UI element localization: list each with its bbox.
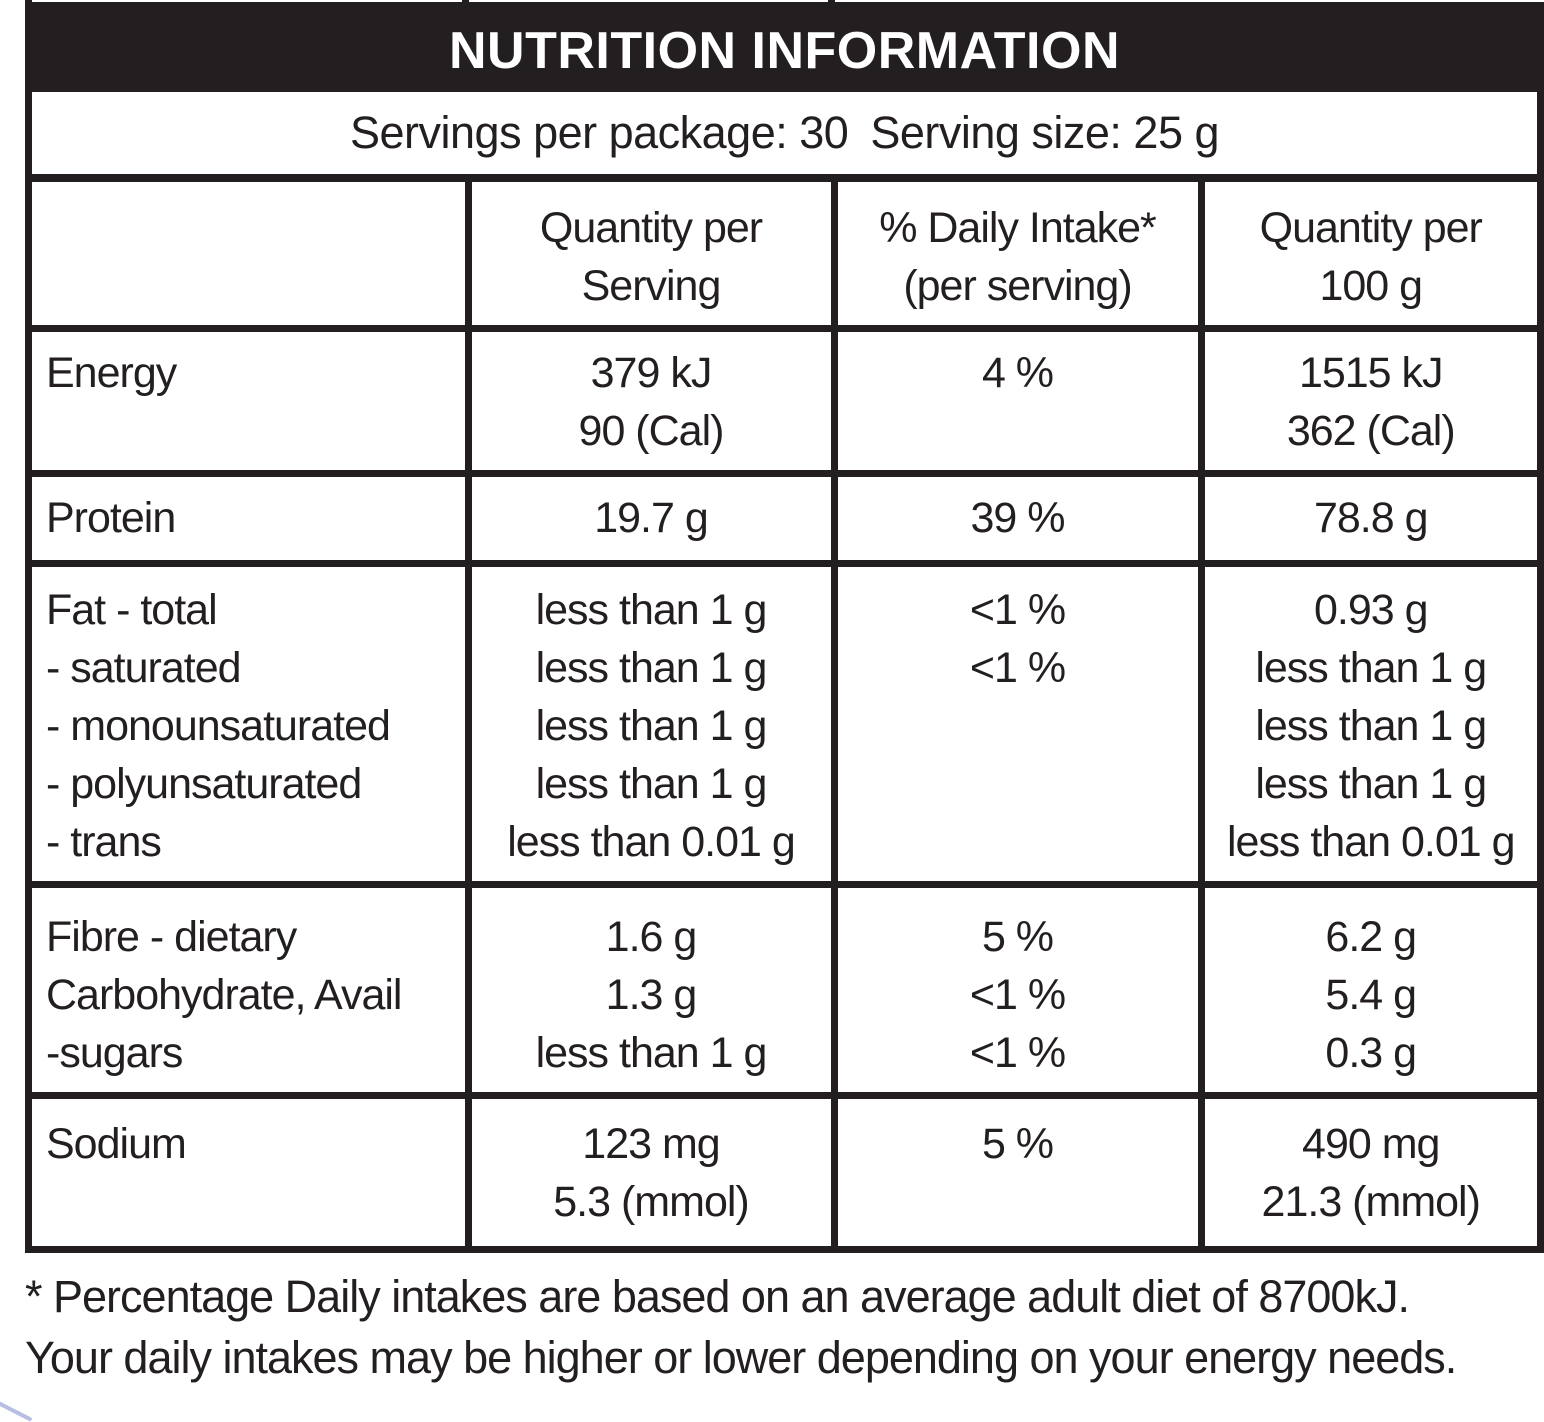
value-line: 5 % [981,913,1054,961]
footnote-line-2: Your daily intakes may be higher or lowe… [25,1332,1457,1383]
nutrient-label: - saturated [46,644,242,692]
header-nutrient-column [28,178,472,332]
sodium-name-cell: Sodium [28,1092,472,1249]
table-row-protein: Protein 19.7 g 39 % 78.8 g [28,470,1541,567]
panel-title: NUTRITION INFORMATION [448,21,1120,80]
value-line: 379 kJ [590,349,713,397]
value-line: 78.8 g [1313,494,1429,542]
value-line: 490 mg [1302,1120,1440,1168]
value-line: less than 1 g [535,644,768,692]
value-line: less than 1 g [1255,702,1487,750]
value-line: <1 % [969,586,1066,634]
nutrient-label: Fibre - dietary [46,913,297,961]
table-row-fat: Fat - total - saturated - monounsaturate… [28,560,1541,888]
protein-daily-intake-cell: 39 % [830,470,1205,567]
value-line: 5.3 (mmol) [553,1178,749,1226]
value-line: less than 1 g [1255,760,1487,808]
energy-per-serving-cell: 379 kJ 90 (Cal) [464,325,838,477]
value-line: 362 (Cal) [1286,407,1456,455]
value-line: 39 % [970,494,1065,542]
energy-name-cell: Energy [28,325,472,477]
value-line: 90 (Cal) [578,407,725,455]
value-line: <1 % [969,644,1066,692]
value-line: less than 1 g [1255,644,1487,692]
nutrient-label: - polyunsaturated [46,760,362,808]
value-line: less than 0.01 g [507,818,796,866]
nutrient-label: - monounsaturated [46,702,391,750]
header-line: Quantity per [539,204,763,252]
value-line: 1.3 g [605,971,698,1019]
value-line: less than 1 g [535,760,768,808]
value-line: less than 1 g [535,1029,768,1077]
servings-per-package: Servings per package: 30 [349,107,849,158]
fibre-per-100g-cell: 6.2 g 5.4 g 0.3 g [1197,881,1541,1099]
nutrition-panel: NUTRITION INFORMATION Servings per packa… [25,2,1544,1253]
value-line: less than 0.01 g [1226,818,1516,866]
value-line: less than 1 g [535,586,768,634]
value-line: <1 % [969,1029,1066,1077]
crop-tick-mark [25,0,32,3]
value-line: 4 % [981,349,1054,397]
protein-name-cell: Protein [28,470,472,567]
header-line: (per serving) [903,262,1132,310]
value-line: 1515 kJ [1298,349,1444,397]
value-line: 6.2 g [1325,913,1417,961]
value-line: 1.6 g [605,913,698,961]
energy-per-100g-cell: 1515 kJ 362 (Cal) [1197,325,1541,477]
table-row-fibre-carbohydrate: Fibre - dietary Carbohydrate, Avail -sug… [28,881,1541,1099]
fat-name-cell: Fat - total - saturated - monounsaturate… [28,560,472,888]
value-line: 5 % [981,1120,1054,1168]
fibre-daily-intake-cell: 5 % <1 % <1 % [830,881,1205,1099]
table-row-energy: Energy 379 kJ 90 (Cal) 4 % 1515 kJ 362 (… [28,325,1541,477]
protein-per-100g-cell: 78.8 g [1197,470,1541,567]
nutrient-label: Fat - total [46,586,218,634]
header-line: Serving [581,262,722,310]
nutrient-label: Protein [46,494,176,542]
nutrient-label: -sugars [46,1029,183,1077]
nutrient-label: Carbohydrate, Avail [46,971,402,1019]
table-header-row: Quantity per Serving % Daily Intake* (pe… [28,178,1541,332]
value-line: less than 1 g [535,702,768,750]
value-line: 123 mg [582,1120,720,1168]
nutrient-label: - trans [46,818,162,866]
header-line: 100 g [1319,262,1423,310]
header-daily-intake: % Daily Intake* (per serving) [830,178,1205,332]
header-line: Quantity per [1259,204,1483,252]
sodium-daily-intake-cell: 5 % [830,1092,1205,1249]
crop-tick-mark [828,0,835,3]
value-line: 21.3 (mmol) [1261,1178,1481,1226]
sodium-per-100g-cell: 490 mg 21.3 (mmol) [1197,1092,1541,1249]
table-row-sodium: Sodium 123 mg 5.3 (mmol) 5 % 490 mg 21.3… [28,1092,1541,1249]
nutrition-table: Quantity per Serving % Daily Intake* (pe… [28,178,1541,1249]
sodium-per-serving-cell: 123 mg 5.3 (mmol) [464,1092,838,1249]
serving-size: Serving size: 25 g [870,107,1220,158]
energy-daily-intake-cell: 4 % [830,325,1205,477]
daily-intake-footnote: * Percentage Daily intakes are based on … [25,1266,1537,1388]
value-line: 5.4 g [1325,971,1417,1019]
fat-daily-intake-cell: <1 % <1 % [830,560,1205,888]
protein-per-serving-cell: 19.7 g [464,470,838,567]
fat-per-serving-cell: less than 1 g less than 1 g less than 1 … [464,560,838,888]
fibre-name-cell: Fibre - dietary Carbohydrate, Avail -sug… [28,881,472,1099]
value-line: <1 % [969,971,1066,1019]
servings-row: Servings per package: 30 Serving size: 25… [32,92,1537,182]
packaging-artwork-fragment [0,1398,33,1422]
nutrient-label: Sodium [46,1120,187,1168]
footnote-line-1: * Percentage Daily intakes are based on … [25,1271,1410,1322]
value-line: 0.93 g [1313,586,1429,634]
crop-tick-mark [462,0,469,3]
header-quantity-per-100g: Quantity per 100 g [1197,178,1541,332]
fibre-per-serving-cell: 1.6 g 1.3 g less than 1 g [464,881,838,1099]
value-line: 0.3 g [1325,1029,1417,1077]
panel-title-bar: NUTRITION INFORMATION [32,9,1537,92]
nutrient-label: Energy [46,349,177,397]
value-line: 19.7 g [594,494,709,542]
fat-per-100g-cell: 0.93 g less than 1 g less than 1 g less … [1197,560,1541,888]
header-line: % Daily Intake* [879,204,1157,252]
header-quantity-per-serving: Quantity per Serving [464,178,838,332]
